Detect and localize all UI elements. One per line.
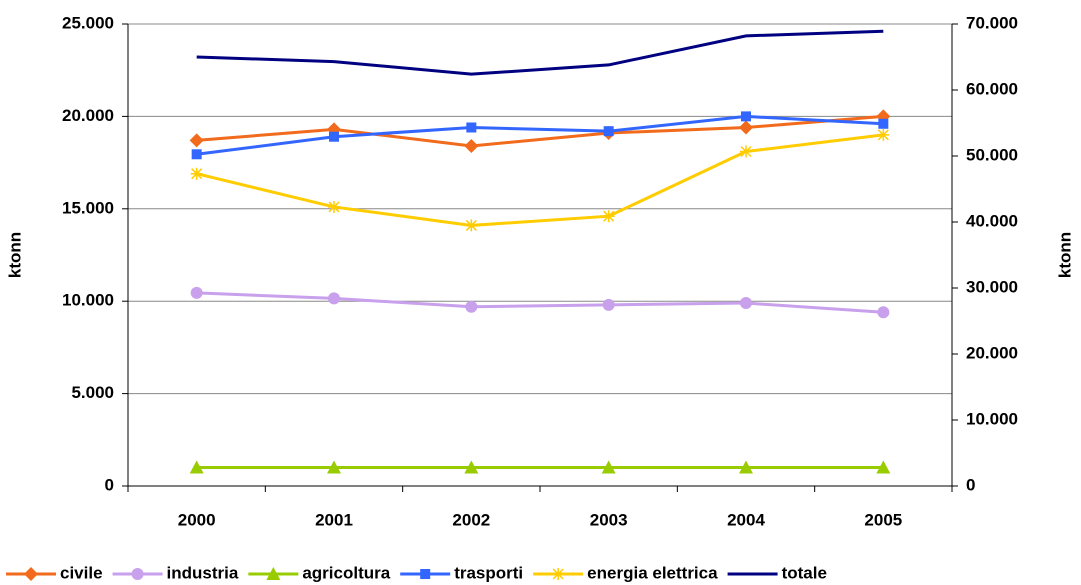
data-point: [603, 126, 614, 137]
y2-tick-label: 30.000: [966, 277, 1018, 296]
data-point: [739, 460, 753, 474]
line-series: [196, 133, 884, 227]
data-point: [189, 133, 204, 148]
y2-tick-label: 20.000: [966, 343, 1018, 362]
legend-marker: [24, 567, 38, 581]
data-point: [602, 298, 615, 311]
data-point: [191, 149, 202, 160]
line-series: [196, 114, 884, 156]
x-tick-label: 2005: [864, 510, 902, 529]
legend-marker: [131, 568, 144, 580]
data-point: [876, 460, 891, 474]
data-point: [601, 460, 616, 474]
data-point: [741, 111, 751, 122]
legend-marker: [420, 569, 431, 579]
data-point: [464, 460, 479, 474]
data-point: [877, 306, 890, 319]
legend-label: totale: [782, 563, 827, 582]
data-point: [466, 122, 477, 133]
legend-label: agricoltura: [302, 563, 390, 582]
y2-tick-label: 10.000: [966, 409, 1018, 428]
y2-tick-label: 60.000: [966, 79, 1018, 98]
data-point: [329, 131, 339, 142]
x-tick-label: 2003: [590, 510, 628, 529]
line-series: [196, 291, 884, 314]
legend-marker: [266, 567, 281, 580]
line-series: [196, 29, 884, 76]
data-point: [465, 300, 478, 313]
data-point: [602, 210, 615, 223]
y-tick-label: 20.000: [62, 106, 114, 125]
data-point: [877, 128, 890, 141]
legend-label: civile: [60, 563, 103, 582]
data-point: [327, 460, 341, 474]
data-point: [464, 138, 479, 153]
y-tick-label: 10.000: [62, 291, 114, 310]
y2-tick-label: 0: [966, 475, 975, 494]
data-point: [328, 200, 340, 213]
data-point: [739, 120, 753, 135]
data-point: [740, 297, 752, 310]
legend-label: industria: [167, 563, 239, 582]
legend-label: energia elettrica: [587, 563, 718, 582]
data-point: [878, 118, 889, 129]
data-point: [465, 219, 478, 232]
x-tick-label: 2001: [315, 510, 353, 529]
y-tick-label: 25.000: [62, 13, 114, 32]
x-tick-label: 2002: [452, 510, 490, 529]
data-point: [189, 460, 204, 474]
y-tick-label: 5.000: [71, 383, 114, 402]
data-point: [328, 292, 340, 305]
y-tick-label: 0: [105, 475, 114, 494]
x-tick-label: 2000: [178, 510, 216, 529]
y-axis-title: ktonn: [5, 232, 24, 278]
data-point: [190, 167, 203, 180]
x-tick-label: 2004: [727, 510, 765, 529]
y2-tick-label: 50.000: [966, 145, 1018, 164]
y2-tick-label: 70.000: [966, 13, 1018, 32]
y-tick-label: 15.000: [62, 198, 114, 217]
legend-label: trasporti: [454, 563, 523, 582]
data-point: [190, 286, 203, 299]
legend-marker: [552, 568, 565, 580]
line-series: [196, 114, 884, 148]
y2-tick-label: 40.000: [966, 211, 1018, 230]
y2-axis-title: ktonn: [1055, 232, 1074, 278]
data-point: [740, 145, 752, 158]
